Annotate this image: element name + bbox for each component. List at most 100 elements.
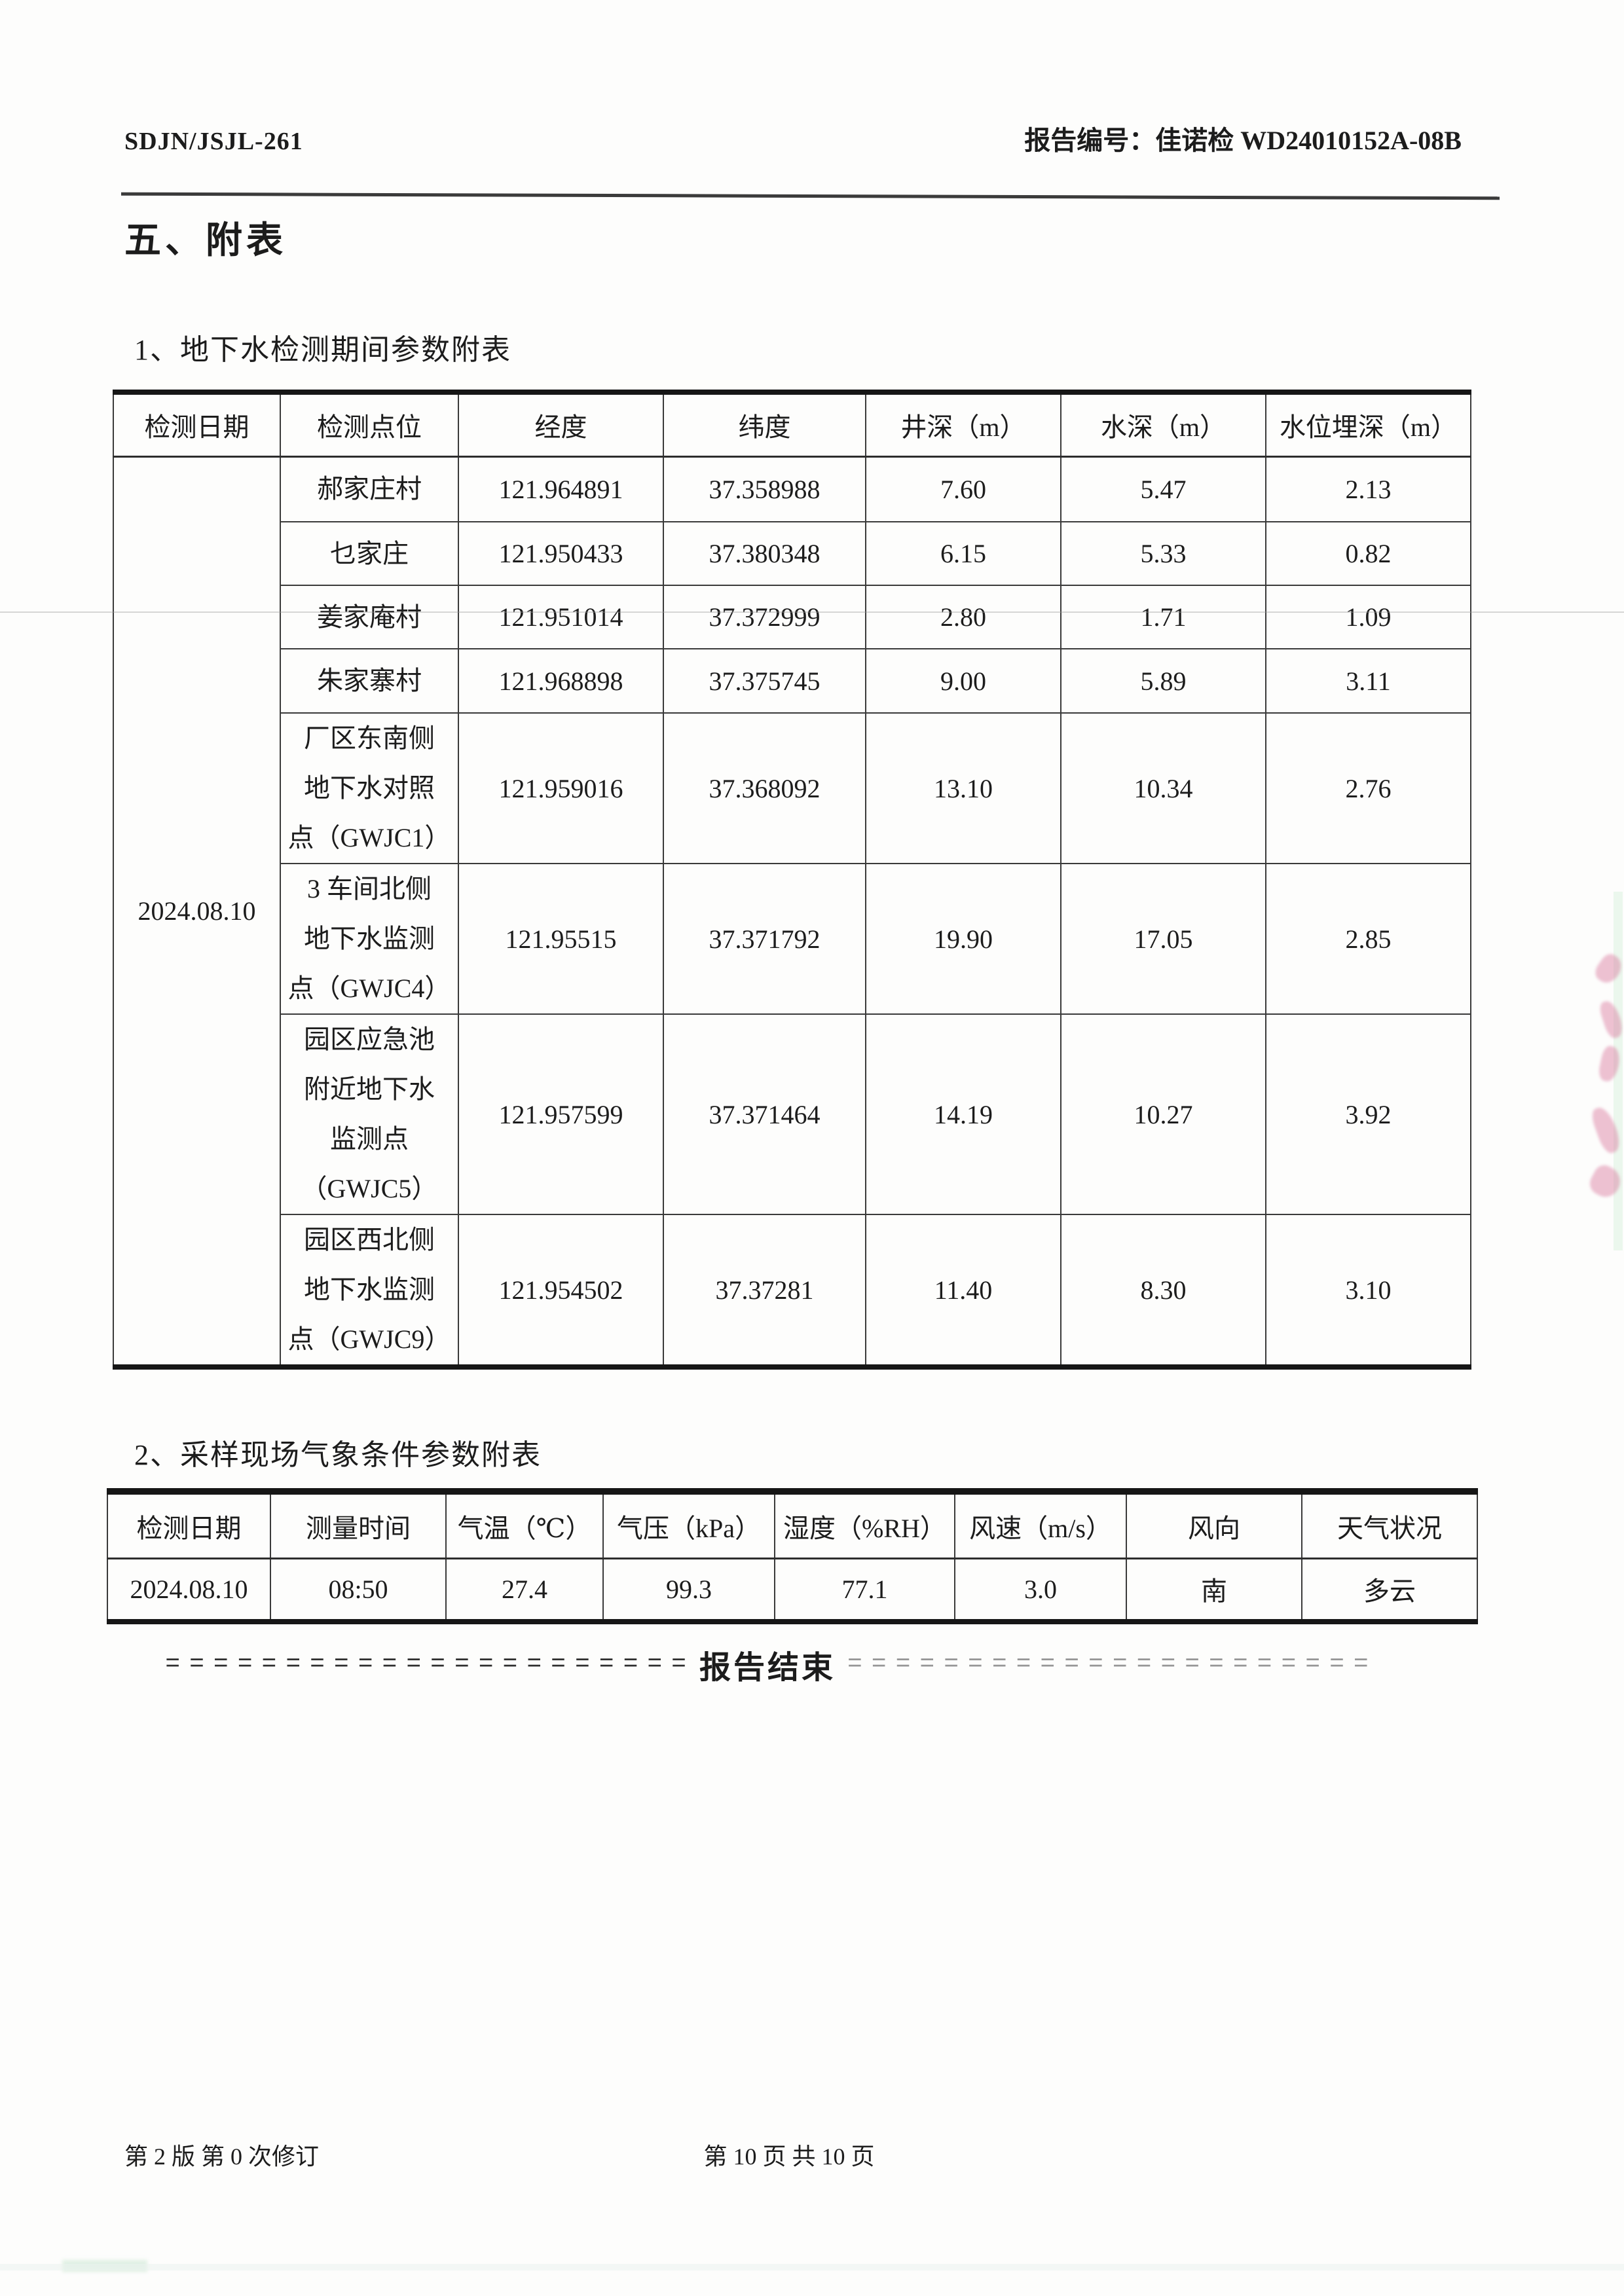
t1-lat-cell: 37.37281 xyxy=(663,1214,866,1368)
t2-wind-direction-cell: 南 xyxy=(1126,1558,1302,1622)
t1-well-cell: 11.40 xyxy=(865,1214,1061,1368)
t1-buried-cell: 2.76 xyxy=(1265,712,1471,864)
t1-col-longitude: 经度 xyxy=(458,392,664,458)
t1-lat-cell: 37.372999 xyxy=(663,585,866,649)
t1-col-well-depth: 井深（m） xyxy=(865,392,1061,458)
t1-site-cell: 园区应急池 附近地下水 监测点 （GWJC5） xyxy=(280,1013,459,1215)
page-header: SDJN/JSJL-261 报告编号：佳诺检 WD24010152A-08B xyxy=(124,119,1462,157)
groundwater-parameters-table: 检测日期 检测点位 经度 纬度 井深（m） 水深（m） 水位埋深（m） 2024… xyxy=(113,390,1471,1370)
t2-col-temperature: 气温（℃） xyxy=(445,1491,604,1559)
t1-lng-cell: 121.964891 xyxy=(458,456,664,522)
t1-lng-cell: 121.959016 xyxy=(458,712,664,864)
t1-buried-cell: 0.82 xyxy=(1265,521,1471,586)
table2-header-row: 检测日期 测量时间 气温（℃） 气压（kPa） 湿度（%RH） 风速（m/s） … xyxy=(107,1491,1478,1559)
table-row: 厂区东南侧 地下水对照 点（GWJC1） 121.959016 37.36809… xyxy=(113,712,1471,864)
table1-caption: 1、地下水检测期间参数附表 xyxy=(134,334,511,366)
t1-col-buried-depth: 水位埋深（m） xyxy=(1265,392,1471,458)
t2-col-weather: 天气状况 xyxy=(1301,1491,1478,1559)
t2-pressure-cell: 99.3 xyxy=(602,1558,775,1622)
equals-rule-right: ====================== xyxy=(847,1650,1378,1679)
t2-col-date: 检测日期 xyxy=(107,1491,271,1559)
t1-well-cell: 19.90 xyxy=(865,863,1061,1015)
t1-col-water-depth: 水深（m） xyxy=(1060,392,1266,458)
t1-water-cell: 5.89 xyxy=(1060,648,1266,714)
t2-date-cell: 2024.08.10 xyxy=(107,1558,271,1622)
t1-site-cell: 姜家庵村 xyxy=(280,585,459,649)
t1-lat-cell: 37.375745 xyxy=(663,648,866,714)
t1-water-cell: 1.71 xyxy=(1060,585,1266,649)
t2-wind-speed-cell: 3.0 xyxy=(954,1558,1127,1622)
t1-buried-cell: 2.85 xyxy=(1265,863,1471,1015)
t1-well-cell: 7.60 xyxy=(865,456,1061,522)
t1-water-cell: 10.34 xyxy=(1060,712,1266,864)
t1-well-cell: 13.10 xyxy=(865,712,1061,864)
t2-temperature-cell: 27.4 xyxy=(445,1558,604,1622)
table-row: 园区西北侧 地下水监测 点（GWJC9） 121.954502 37.37281… xyxy=(113,1214,1471,1368)
t2-humidity-cell: 77.1 xyxy=(774,1558,955,1622)
t1-lng-cell: 121.954502 xyxy=(458,1214,664,1368)
t2-col-humidity: 湿度（%RH） xyxy=(774,1491,955,1559)
report-end-label: 报告结束 xyxy=(699,1650,836,1685)
t1-well-cell: 2.80 xyxy=(865,585,1061,649)
footer-page-number: 第 10 页 共 10 页 xyxy=(703,2143,875,2170)
t2-col-time: 测量时间 xyxy=(270,1491,447,1559)
t1-lat-cell: 37.368092 xyxy=(663,712,866,864)
t2-weather-cell: 多云 xyxy=(1301,1558,1478,1622)
table-row: 朱家寨村 121.968898 37.375745 9.00 5.89 3.11 xyxy=(113,648,1471,714)
report-end-line: ====================== 报告结束 ============… xyxy=(0,1637,1583,1692)
t1-buried-cell: 1.09 xyxy=(1265,585,1471,649)
table-row: 园区应急池 附近地下水 监测点 （GWJC5） 121.957599 37.37… xyxy=(113,1013,1471,1215)
t1-lat-cell: 37.371792 xyxy=(663,863,866,1015)
t1-lng-cell: 121.951014 xyxy=(458,585,664,649)
table-row: 姜家庵村 121.951014 37.372999 2.80 1.71 1.09 xyxy=(113,585,1471,649)
scan-bottom-stripe xyxy=(0,2264,1624,2270)
t1-lat-cell: 37.358988 xyxy=(663,456,866,522)
t1-site-cell: 乜家庄 xyxy=(280,521,459,586)
table2-caption: 2、采样现场气象条件参数附表 xyxy=(134,1439,542,1471)
t1-lng-cell: 121.968898 xyxy=(458,648,664,714)
t1-buried-cell: 3.11 xyxy=(1265,648,1471,714)
t1-site-cell: 朱家寨村 xyxy=(280,648,459,714)
t1-water-cell: 8.30 xyxy=(1060,1214,1266,1368)
t1-lng-cell: 121.950433 xyxy=(458,521,664,586)
t1-site-cell: 厂区东南侧 地下水对照 点（GWJC1） xyxy=(280,712,459,864)
table-row: 2024.08.10 08:50 27.4 99.3 77.1 3.0 南 多云 xyxy=(107,1558,1478,1622)
t1-col-site: 检测点位 xyxy=(280,392,459,458)
report-number: 报告编号：佳诺检 WD24010152A-08B xyxy=(1024,126,1462,155)
t1-lat-cell: 37.371464 xyxy=(663,1013,866,1215)
table1-header-row: 检测日期 检测点位 经度 纬度 井深（m） 水深（m） 水位埋深（m） xyxy=(113,392,1471,458)
t1-well-cell: 14.19 xyxy=(865,1013,1061,1215)
table-row: 2024.08.10 郝家庄村 121.964891 37.358988 7.6… xyxy=(113,456,1471,1368)
t1-water-cell: 10.27 xyxy=(1060,1013,1266,1215)
t1-site-cell: 3 车间北侧 地下水监测 点（GWJC4） xyxy=(280,863,459,1015)
page-title: 五、附表 xyxy=(124,221,287,261)
t1-col-latitude: 纬度 xyxy=(663,392,866,458)
t2-time-cell: 08:50 xyxy=(270,1558,447,1622)
document-code: SDJN/JSJL-261 xyxy=(124,128,303,155)
scan-fold-line xyxy=(0,611,1624,613)
t2-col-wind-speed: 风速（m/s） xyxy=(954,1491,1127,1559)
t1-site-cell: 郝家庄村 xyxy=(280,456,459,522)
t1-well-cell: 6.15 xyxy=(865,521,1061,586)
t1-lng-cell: 121.957599 xyxy=(458,1013,664,1215)
t2-col-pressure: 气压（kPa） xyxy=(602,1491,775,1559)
t1-well-cell: 9.00 xyxy=(865,648,1061,714)
t1-lng-cell: 121.95515 xyxy=(458,863,664,1015)
table-row: 乜家庄 121.950433 37.380348 6.15 5.33 0.82 xyxy=(113,521,1471,586)
t1-buried-cell: 2.13 xyxy=(1265,456,1471,522)
weather-conditions-table: 检测日期 测量时间 气温（℃） 气压（kPa） 湿度（%RH） 风速（m/s） … xyxy=(107,1488,1478,1624)
t1-water-cell: 17.05 xyxy=(1060,863,1266,1015)
t1-date-cell: 2024.08.10 xyxy=(113,456,281,1368)
t1-buried-cell: 3.92 xyxy=(1265,1013,1471,1215)
table-row: 3 车间北侧 地下水监测 点（GWJC4） 121.95515 37.37179… xyxy=(113,863,1471,1015)
t1-col-date: 检测日期 xyxy=(113,392,281,458)
t2-col-wind-direction: 风向 xyxy=(1126,1491,1302,1559)
t1-site-cell: 园区西北侧 地下水监测 点（GWJC9） xyxy=(280,1214,459,1368)
t1-water-cell: 5.33 xyxy=(1060,521,1266,586)
t1-lat-cell: 37.380348 xyxy=(663,521,866,586)
t1-water-cell: 5.47 xyxy=(1060,456,1266,522)
t1-buried-cell: 3.10 xyxy=(1265,1214,1471,1368)
header-divider xyxy=(120,192,1500,200)
scan-edge-tint xyxy=(1614,892,1623,1250)
